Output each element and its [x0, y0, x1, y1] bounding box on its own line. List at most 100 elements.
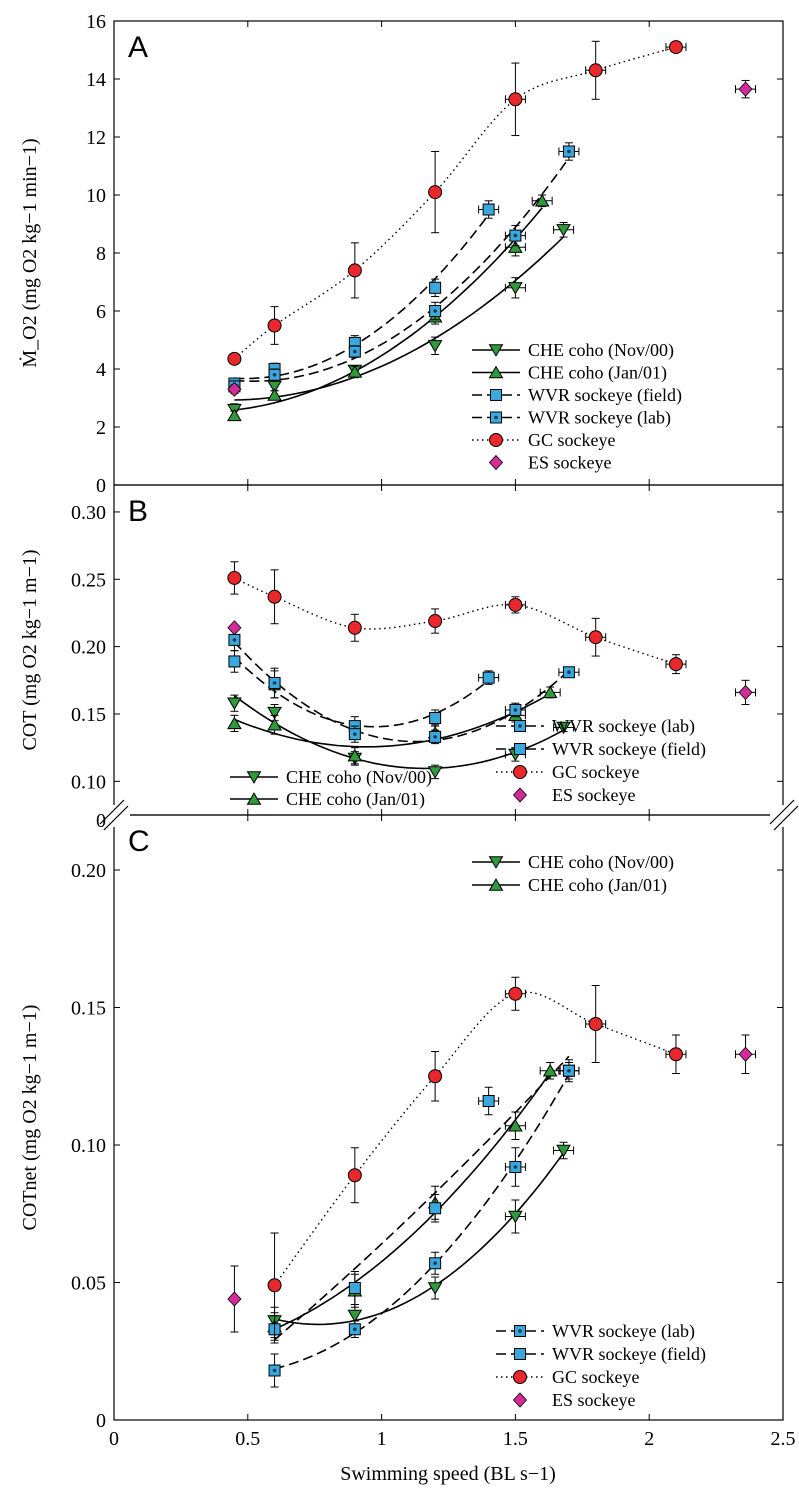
- data-point-che_jan: [267, 717, 282, 731]
- y-tick-label: 0.10: [71, 771, 106, 793]
- series-line-che_jan: [234, 693, 551, 748]
- data-point-gc: [227, 570, 242, 585]
- series-line-wvr_field: [234, 214, 490, 380]
- series-line-wvr_lab: [234, 157, 570, 383]
- data-point-wvr_lab-dot: [272, 373, 277, 377]
- data-point-gc: [428, 1069, 443, 1084]
- data-point-wvr_lab-dot: [433, 1261, 437, 1266]
- x-axis: 0 0.5 1 1.5 2 2.5 Swimming speed (BL s−1): [109, 1428, 796, 1485]
- data-point-wvr_lab-dot: [272, 1368, 277, 1373]
- data-point-che_nov: [556, 721, 571, 735]
- legend-label: GC sockeye: [552, 762, 639, 782]
- series-line-che_jan: [274, 1072, 551, 1330]
- data-point-wvr_field: [429, 1202, 442, 1215]
- y-axis-title: COTnet (mg O2 kg−1 m−1): [19, 1005, 41, 1231]
- legend-label: CHE coho (Nov/00): [528, 340, 674, 361]
- legend-marker-es: [488, 454, 504, 471]
- legend-a: CHE coho (Nov/00)CHE coho (Jan/01)WVR so…: [472, 340, 682, 473]
- data-point-che_jan: [508, 1118, 523, 1132]
- data-point-che_nov: [227, 697, 242, 711]
- y-axis-title: COT (mg O2 kg−1 m−1): [19, 549, 41, 750]
- data-point-gc: [267, 318, 282, 333]
- legend-label: ES sockeye: [552, 1390, 635, 1410]
- data-point-es: [227, 620, 242, 636]
- legend-label: CHE coho (Nov/00): [286, 767, 432, 788]
- legend-b-left: CHE coho (Nov/00)CHE coho (Jan/01): [230, 767, 432, 810]
- series-line-wvr_lab: [274, 1073, 570, 1370]
- y-tick-label: 6: [96, 301, 106, 323]
- data-point-wvr_field: [482, 203, 495, 216]
- x-tick-label: 1.5: [503, 1428, 528, 1450]
- legend-label: WVR sockeye (field): [552, 739, 706, 760]
- data-point-che_nov: [508, 1210, 523, 1224]
- data-point-che_jan: [534, 193, 550, 207]
- data-point-che_nov: [556, 1144, 571, 1158]
- series-line-gc: [233, 46, 677, 360]
- series-line-che_nov: [274, 1152, 565, 1326]
- data-point-che_jan: [227, 408, 242, 422]
- data-point-gc: [347, 620, 362, 635]
- legend-b-right: WVR sockeye (lab)WVR sockeye (field)GC s…: [496, 716, 706, 805]
- legend-marker-che_jan: [246, 792, 262, 805]
- plot-frame: [113, 484, 784, 816]
- break-mark-left: [99, 799, 125, 825]
- y-tick-label: 0.25: [71, 569, 106, 591]
- legend-label: ES sockeye: [552, 785, 635, 805]
- data-point-gc: [428, 614, 443, 629]
- data-point-che_nov: [427, 766, 443, 779]
- y-tick-label: 0.15: [71, 998, 106, 1020]
- data-point-che_jan: [267, 388, 282, 401]
- series-line-gc: [273, 991, 677, 1286]
- break-mask-left: [80, 805, 130, 827]
- break-mark-right-2: [773, 805, 799, 831]
- y-tick-label: 2: [96, 417, 106, 439]
- data-point-wvr_lab-dot: [353, 732, 357, 736]
- data-point-che_jan: [347, 365, 363, 378]
- panel-b: B 0.10 0.15 0.20 0.25 0.30 COT (mg O2 kg−1 m−1…: [19, 484, 784, 816]
- legend-marker-wvr_field: [514, 1348, 526, 1360]
- data-point-wvr_field: [348, 1282, 361, 1294]
- y-tick-label: 8: [96, 243, 106, 265]
- y-tick-label: 4: [96, 359, 106, 381]
- x-tick-label: 1: [377, 1428, 387, 1450]
- data-point-che_nov: [556, 224, 571, 237]
- data-point-wvr_lab-dot: [567, 1068, 571, 1073]
- data-point-gc: [668, 1047, 683, 1062]
- legend-marker-gc: [513, 765, 527, 779]
- legend-marker-wvr_field: [514, 743, 526, 755]
- data-point-gc: [428, 185, 443, 200]
- legend-marker-wvr_lab-dot: [494, 415, 498, 420]
- data-point-wvr_lab-dot: [232, 638, 237, 642]
- legend-label: CHE coho (Nov/00): [528, 852, 674, 873]
- data-point-wvr_field: [429, 712, 442, 725]
- x-tick-label: 2: [644, 1428, 654, 1450]
- break-mark-right: [769, 799, 795, 825]
- series-line-che_jan: [234, 207, 543, 411]
- plot-frame: [113, 20, 784, 486]
- x-tick-label: 2.5: [771, 1428, 796, 1450]
- data-point-wvr_lab-dot: [513, 708, 518, 712]
- axis-break: 0: [80, 799, 799, 832]
- y-tick-label: 12: [86, 127, 106, 149]
- data-point-wvr_field: [228, 655, 241, 668]
- panel-letter: C: [128, 825, 150, 858]
- y-tick-label: 0.30: [71, 502, 106, 524]
- data-point-che_jan: [347, 748, 363, 762]
- legend-marker-che_nov: [488, 344, 504, 357]
- legend-marker-gc: [513, 1370, 527, 1384]
- y-tick-label: 0.20: [71, 637, 106, 659]
- legend-label: WVR sockeye (lab): [528, 408, 671, 429]
- data-point-wvr_lab-dot: [513, 233, 518, 238]
- series-line-wvr_field: [233, 656, 490, 728]
- legend-label: WVR sockeye (lab): [552, 716, 695, 737]
- data-point-wvr_field: [429, 281, 442, 294]
- legend-marker-wvr_lab-dot: [518, 1329, 522, 1333]
- data-point-gc: [508, 92, 523, 107]
- y-tick-label: 14: [86, 69, 106, 91]
- data-point-gc: [668, 40, 683, 55]
- data-point-che_nov: [508, 282, 523, 295]
- legend-marker-es: [512, 787, 528, 803]
- legend-marker-che_jan: [488, 365, 504, 379]
- y-tick-label: 0.20: [71, 860, 106, 882]
